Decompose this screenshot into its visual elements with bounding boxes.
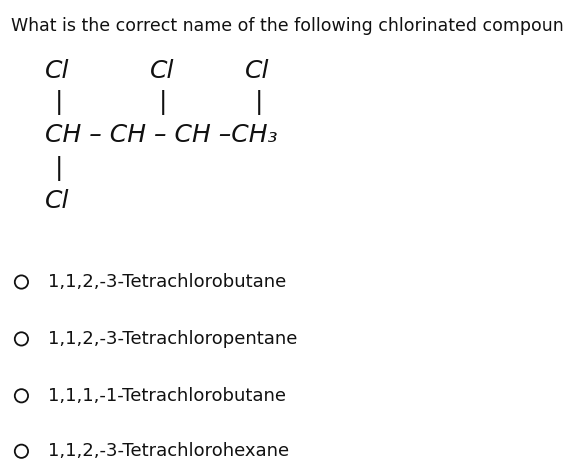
Text: 1,1,2,-3-Tetrachlorobutane: 1,1,2,-3-Tetrachlorobutane xyxy=(48,273,286,291)
Text: 1,1,2,-3-Tetrachlorohexane: 1,1,2,-3-Tetrachlorohexane xyxy=(48,442,289,460)
Text: Cl: Cl xyxy=(245,59,270,83)
Text: 1,1,2,-3-Tetrachloropentane: 1,1,2,-3-Tetrachloropentane xyxy=(48,330,297,348)
Text: |: | xyxy=(159,90,168,115)
Text: 1,1,1,-1-Tetrachlorobutane: 1,1,1,-1-Tetrachlorobutane xyxy=(48,387,286,405)
Text: CH – CH – CH –CH₃: CH – CH – CH –CH₃ xyxy=(45,123,277,147)
Text: |: | xyxy=(55,156,63,182)
Text: |: | xyxy=(55,90,63,115)
Text: Cl: Cl xyxy=(45,59,69,83)
Text: What is the correct name of the following chlorinated compound:: What is the correct name of the followin… xyxy=(11,17,564,35)
Text: Cl: Cl xyxy=(45,189,69,213)
Text: Cl: Cl xyxy=(149,59,174,83)
Text: |: | xyxy=(255,90,263,115)
